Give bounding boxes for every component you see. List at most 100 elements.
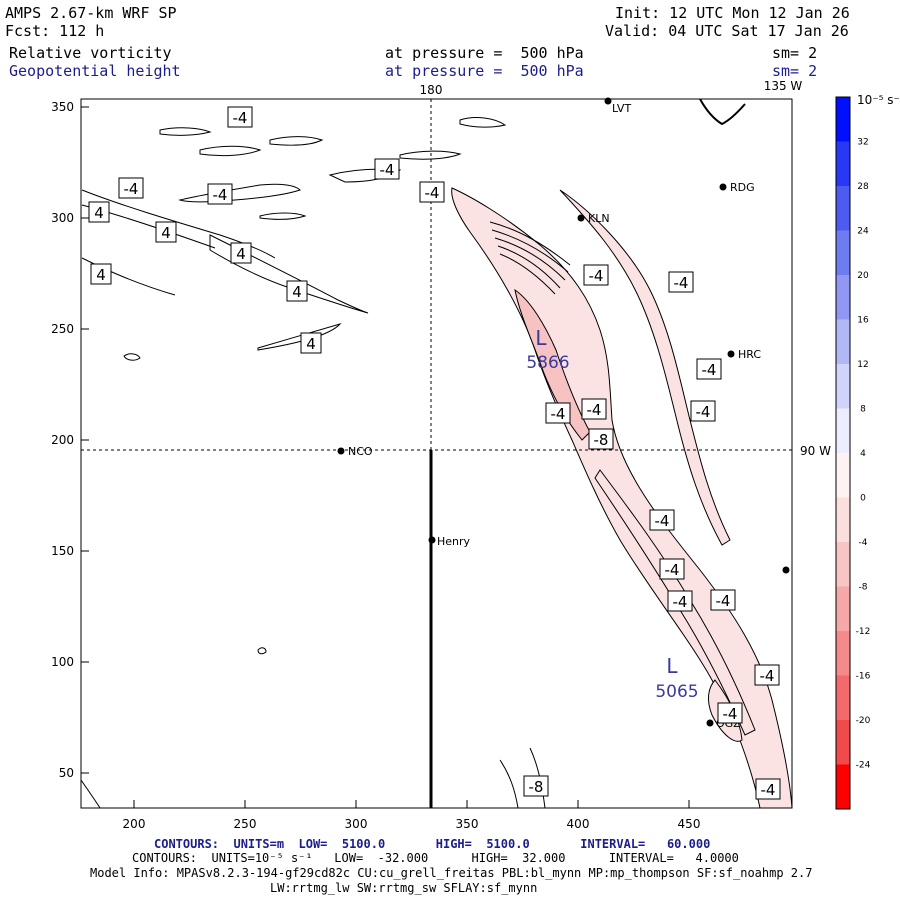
smoothing-vorticity: sm= 2 [772, 44, 818, 62]
station-label-lvt: LVT [612, 102, 631, 115]
valid-time: Valid: 04 UTC Sat 17 Jan 26 [605, 22, 849, 40]
y-tick-label: 350 [51, 100, 74, 114]
y-tick-label: 100 [51, 655, 74, 669]
contour-label: 4 [306, 335, 316, 353]
contour-label-box [581, 398, 607, 420]
contour-label: 4 [96, 266, 106, 284]
colorbar-swatch [836, 97, 850, 142]
colorbar-tick-label: 32 [857, 138, 868, 148]
contour-labels: -4 -4 -4 -4 4 4 4 4 4 4 -4 -4 -4 -4 -4 -4 -4 -4 -8 -4 -4 -8 -4… [88, 106, 781, 800]
station-label-henry: Henry [437, 535, 471, 548]
x-tick-label: 350 [456, 817, 479, 831]
contour-label-box [523, 775, 549, 797]
model-title: AMPS 2.67-km WRF SP [5, 4, 177, 22]
colorbar-swatch [836, 764, 850, 810]
colorbar-tick-label: -20 [856, 716, 871, 726]
contour-label: -8 [529, 778, 544, 796]
contour-label: -4 [674, 274, 689, 292]
contour-label-box [207, 183, 233, 205]
low-symbol-south: L [666, 654, 678, 678]
y-tick-label: 150 [51, 544, 74, 558]
smoothing-height: sm= 2 [772, 62, 818, 80]
lon-label-180: 180 [420, 83, 443, 97]
x-tick-label: 400 [567, 817, 590, 831]
station-label-rdg: RDG [730, 181, 755, 194]
contour-label: 4 [94, 204, 104, 222]
station-dot-ogz [706, 719, 714, 727]
contour-label: -4 [124, 180, 139, 198]
contour-label-box [583, 264, 609, 286]
x-tick-label: 450 [678, 817, 701, 831]
contour-label: 4 [161, 224, 171, 242]
low-value-south: 5065 [655, 682, 698, 702]
y-tick-label: 250 [51, 322, 74, 336]
contour-label: -4 [233, 109, 248, 127]
contour-label-box [118, 177, 144, 199]
contour-label: -4 [589, 267, 604, 285]
contour-label: -4 [587, 401, 602, 419]
colorbar-tick-label: -24 [856, 761, 871, 771]
colorbar-tick-label: -4 [859, 538, 868, 548]
plot-border [80, 98, 793, 809]
contour-label-box [649, 509, 675, 531]
colorbar-swatch [836, 453, 850, 498]
colorbar-tick-label: 16 [857, 316, 869, 326]
contour-label-box [696, 358, 722, 380]
map-fields [81, 99, 792, 808]
station-dot-east [782, 566, 790, 574]
contour-label: 4 [292, 283, 302, 301]
low-value-north: 5866 [526, 353, 569, 373]
station-label-kln: KLN [588, 212, 610, 225]
colorbar-swatch [836, 408, 850, 454]
y-tick-label: 50 [59, 766, 74, 780]
station-dot-nco [337, 447, 345, 455]
station-dot-henry [428, 536, 436, 544]
vorticity-contour-southwest [81, 779, 101, 808]
station-label-nco: NCO [348, 445, 373, 458]
station-label-hrc: HRC [738, 348, 761, 361]
colorbar-swatch [836, 675, 850, 721]
y-axis-ticks [81, 106, 89, 774]
lat-label-90w: 90 W [800, 444, 831, 458]
colorbar-swatch [836, 720, 850, 765]
x-axis-ticks [133, 800, 690, 808]
contour-label-box [588, 428, 614, 450]
contour-label-box [155, 221, 177, 243]
footer-model-info: Model Info: MPASv8.2.3-194-gf29cd82c CU:… [90, 866, 813, 880]
init-time: Init: 12 UTC Mon 12 Jan 26 [615, 4, 850, 22]
colorbar-swatch [836, 586, 850, 632]
field-name-vorticity: Relative vorticity [9, 44, 172, 62]
contour-label-box [667, 590, 693, 612]
contour-label-box [717, 702, 743, 724]
x-tick-label: 200 [123, 817, 146, 831]
field-name-height: Geopotential height [9, 62, 181, 80]
vorticity-ripples [489, 221, 571, 295]
station-dot-lvt [604, 97, 612, 105]
contour-label-box [88, 201, 110, 223]
colorbar-tick-label: 28 [857, 182, 869, 192]
colorbar: 32 28 24 20 16 12 8 4 0 -4 -8 -12 -16 -20 -24 [835, 96, 871, 810]
y-tick-label: 200 [51, 433, 74, 447]
station-dot-hrc [727, 350, 735, 358]
colorbar-tick-label: -8 [859, 583, 868, 593]
pressure-height: at pressure = 500 hPa [385, 62, 584, 80]
colorbar-swatch [836, 319, 850, 365]
colorbar-tick-label: 4 [860, 449, 866, 459]
colorbar-swatch [836, 497, 850, 543]
station-dot-rdg [719, 183, 727, 191]
contour-label-box [419, 181, 445, 203]
footer-model-info-2: LW:rrtmg_lw SW:rrtmg_sw SFLAY:sf_mynn [270, 881, 538, 895]
contour-label-box [754, 664, 780, 686]
contour-label-box [690, 400, 716, 422]
vorticity-shade-core [514, 288, 591, 441]
station-dot-kln [577, 214, 585, 222]
vorticity-shade-south [594, 469, 756, 736]
colorbar-units: 10⁻⁵ s⁻¹ [857, 93, 900, 107]
colorbar-tick-label: 0 [860, 494, 866, 504]
footer-height-contours: CONTOURS: UNITS=m LOW= 5100.0 HIGH= 5100… [154, 837, 711, 851]
contour-label: -4 [213, 186, 228, 204]
colorbar-swatch [836, 141, 850, 187]
contour-label-box [668, 271, 694, 293]
colorbar-tick-label: 24 [857, 227, 869, 237]
